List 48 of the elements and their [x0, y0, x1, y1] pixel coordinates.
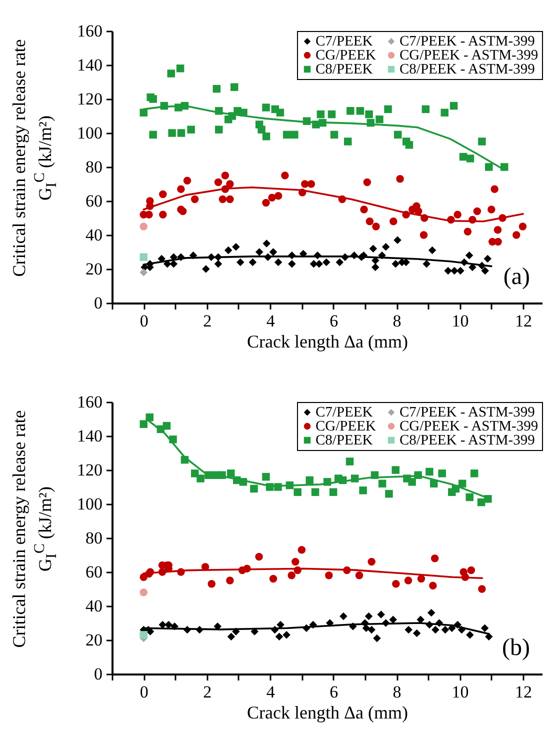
x-tick-label: 4: [266, 312, 276, 330]
x-tick-label: 2: [203, 312, 212, 330]
y-tick-label: 120: [77, 90, 102, 108]
legend-label: C8/PEEK - ASTM-399: [400, 61, 535, 78]
y-tick-label: 0: [94, 294, 102, 312]
x-tick-label: 12: [515, 682, 532, 702]
legend-label: C7/PEEK - ASTM-399: [400, 33, 535, 50]
legend-label: CG/PEEK - ASTM-399: [400, 418, 538, 434]
y-tick-label: 100: [77, 494, 102, 514]
x-tick-label: 8: [392, 312, 402, 330]
legend-label: CG/PEEK: [316, 47, 376, 64]
legend-label: C7/PEEK: [316, 404, 374, 420]
legend-label: C8/PEEK - ASTM-399: [400, 432, 535, 448]
annotation: (a): [503, 264, 530, 290]
y-tick-label: 120: [77, 460, 102, 480]
x-tick-label: 0: [140, 682, 148, 702]
legend-label: CG/PEEK: [316, 418, 376, 434]
y-tick-label: 80: [86, 158, 102, 176]
y-tick-label: 80: [86, 528, 102, 548]
legend-label: C7/PEEK - ASTM-399: [400, 404, 535, 420]
x-tick-label: 0: [140, 312, 148, 330]
y-tick-label: 0: [94, 664, 102, 684]
y-tick-label: 60: [86, 562, 102, 582]
y-tick-label: 40: [86, 596, 102, 616]
x-tick-label: 2: [203, 682, 212, 702]
y-tick-label: 140: [77, 56, 102, 74]
legend-label: C7/PEEK: [316, 33, 374, 50]
legend-label: C8/PEEK: [316, 61, 374, 78]
x-tick-label: 10: [452, 682, 469, 702]
legend-label: C8/PEEK: [316, 432, 374, 448]
y-tick-label: 100: [77, 124, 102, 142]
x-tick-label: 12: [515, 312, 532, 330]
y-tick-label: 20: [86, 630, 102, 650]
y-tick-label: 60: [86, 192, 102, 210]
x-axis-title: Crack length Δa (mm): [246, 332, 408, 352]
y-tick-label: 140: [77, 426, 102, 446]
x-tick-label: 6: [330, 682, 338, 702]
y-tick-label: 160: [77, 392, 102, 412]
legend-label: CG/PEEK - ASTM-399: [400, 47, 538, 64]
y-tick-label: 20: [86, 260, 102, 278]
x-tick-label: 6: [330, 312, 338, 330]
x-axis-title: Crack length Δa (mm): [246, 702, 408, 722]
y-tick-label: 40: [86, 226, 102, 244]
x-tick-label: 8: [392, 682, 402, 702]
x-tick-label: 10: [452, 312, 469, 330]
x-tick-label: 4: [266, 682, 276, 702]
annotation: (b): [502, 635, 530, 661]
y-tick-label: 160: [77, 22, 102, 40]
